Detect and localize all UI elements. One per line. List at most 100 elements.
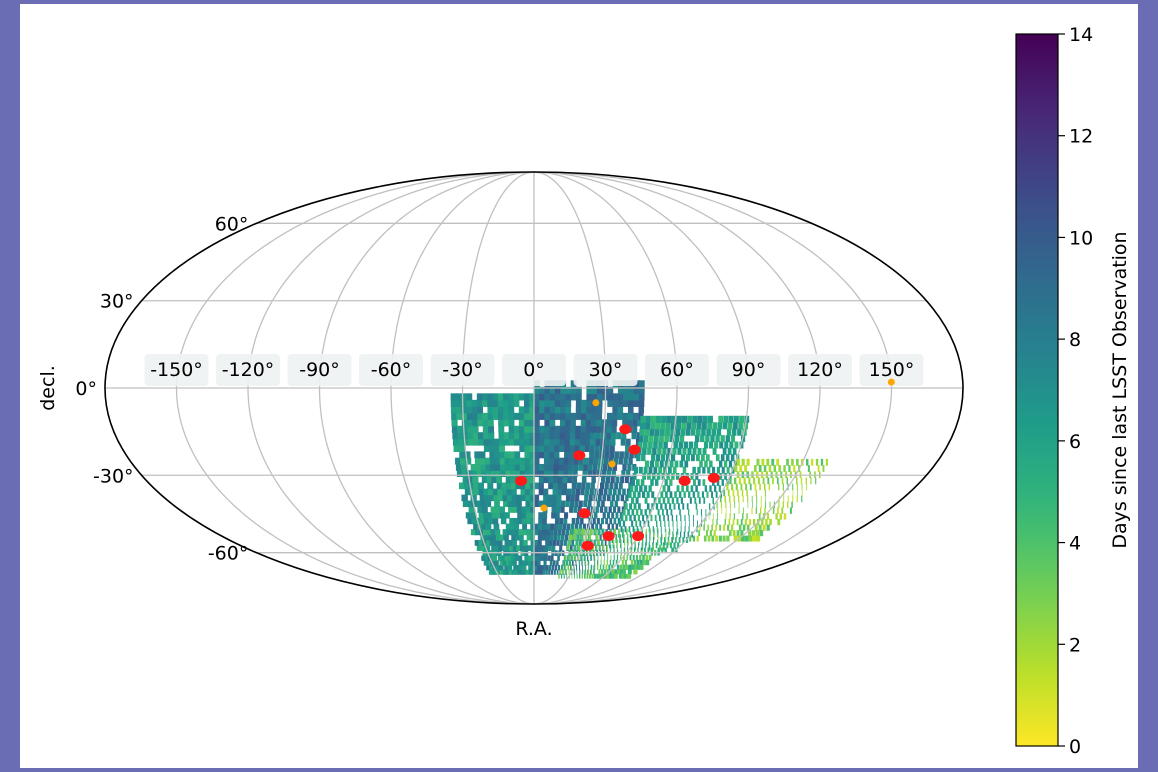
- heatmap-cell: [545, 534, 550, 541]
- heatmap-cell: [466, 393, 473, 401]
- heatmap-cell: [612, 406, 618, 414]
- heatmap-cell: [669, 528, 671, 535]
- heatmap-cell: [529, 432, 536, 440]
- heatmap-cell: [510, 476, 517, 484]
- heatmap-cell: [506, 488, 513, 496]
- heatmap-cell: [660, 531, 662, 538]
- heatmap-cell: [629, 451, 634, 459]
- heatmap-cell: [659, 544, 662, 551]
- heatmap-cell: [477, 406, 483, 414]
- ra-label-box: [645, 354, 709, 386]
- colorbar-label: Days since last LSST Observation: [1109, 231, 1131, 548]
- heatmap-cell: [582, 470, 588, 477]
- heatmap-cell: [512, 545, 518, 551]
- heatmap-cell: [668, 531, 670, 538]
- heatmap-cell: [552, 565, 555, 571]
- heatmap-cell: [586, 573, 589, 579]
- heatmap-cell: [646, 503, 650, 510]
- heatmap-cell: [550, 523, 555, 530]
- orange-points: [540, 378, 895, 512]
- heatmap-cell: [479, 457, 486, 465]
- heatmap-cell: [589, 445, 595, 452]
- heatmap-cell: [629, 485, 634, 492]
- orange-point: [887, 378, 895, 386]
- heatmap-cell: [602, 494, 607, 502]
- heatmap-cell: [488, 445, 495, 452]
- heatmap-cell: [675, 473, 680, 480]
- heatmap-cell: [810, 477, 812, 485]
- heatmap-cell: [632, 473, 637, 480]
- heatmap-cell: [703, 441, 709, 449]
- heatmap-cell: [539, 425, 545, 433]
- heatmap-cell: [772, 477, 774, 485]
- heatmap-cell: [551, 545, 556, 551]
- heatmap-cell: [610, 544, 612, 551]
- heatmap-cell: [569, 506, 574, 513]
- heatmap-cell: [652, 544, 654, 551]
- heatmap-cell: [668, 520, 670, 527]
- heatmap-cell: [732, 518, 735, 526]
- heatmap-cell: [688, 441, 694, 449]
- heatmap-cell: [666, 473, 670, 480]
- heatmap-cell: [507, 565, 513, 571]
- heatmap-cell: [610, 432, 617, 440]
- heatmap-cell: [767, 513, 770, 520]
- heatmap-cell: [564, 451, 570, 459]
- heatmap-cell: [534, 565, 538, 571]
- heatmap-cell: [609, 445, 615, 452]
- heatmap-cell: [648, 466, 653, 474]
- heatmap-cell: [664, 547, 667, 554]
- ra-tick-label: 90°: [732, 359, 766, 381]
- heatmap-cell: [559, 432, 566, 440]
- heatmap-cell: [544, 393, 551, 401]
- heatmap-cell: [590, 438, 596, 446]
- heatmap-cell: [736, 518, 739, 526]
- heatmap-cell: [559, 569, 562, 575]
- heatmap-cell: [734, 501, 736, 509]
- heatmap-cell: [739, 465, 743, 472]
- heatmap-cell: [497, 494, 504, 502]
- heatmap-cell: [574, 554, 577, 561]
- heatmap-cell: [495, 512, 502, 519]
- heatmap-cell: [682, 466, 687, 474]
- heatmap-cell: [588, 494, 593, 502]
- heatmap-cell: [711, 535, 715, 542]
- heatmap-cell: [544, 386, 551, 394]
- heatmap-cell: [652, 526, 654, 533]
- heatmap-cell: [584, 438, 591, 446]
- heatmap-cell: [518, 412, 525, 420]
- heatmap-cell: [567, 539, 572, 546]
- heatmap-cell: [471, 406, 478, 414]
- heatmap-cell: [482, 539, 489, 546]
- red-point: [707, 473, 720, 484]
- heatmap-cell: [513, 412, 520, 420]
- heatmap-cell: [756, 458, 760, 466]
- heatmap-cell: [563, 463, 569, 471]
- heatmap-cell: [492, 406, 499, 414]
- heatmap-cell: [554, 412, 561, 420]
- heatmap-cell: [801, 495, 803, 503]
- heatmap-cell: [585, 559, 587, 566]
- heatmap-cell: [476, 545, 484, 551]
- heatmap-cell: [698, 497, 701, 504]
- heatmap-cell: [568, 569, 570, 575]
- heatmap-cell: [565, 494, 571, 502]
- ra-tick-label: -90°: [299, 359, 340, 381]
- heatmap-cell: [612, 488, 617, 496]
- heatmap-cell: [548, 470, 554, 477]
- ra-tick-labels: -150° -120° -90° -60° -30° 0° 30° 60° 90° 120° 150…: [144, 354, 924, 386]
- heatmap-cell: [539, 386, 546, 394]
- heatmap-cell: [504, 451, 511, 459]
- heatmap-cell: [505, 476, 512, 484]
- heatmap-cell: [519, 565, 524, 571]
- heatmap-cell: [690, 473, 694, 480]
- heatmap-cell: [684, 526, 686, 533]
- heatmap-cell: [456, 412, 463, 420]
- heatmap-cell: [543, 565, 546, 571]
- heatmap-cell: [473, 438, 480, 446]
- heatmap-cell: [471, 517, 478, 525]
- heatmap-cell: [612, 539, 615, 546]
- heatmap-cell: [491, 512, 498, 519]
- heatmap-cell: [680, 497, 683, 504]
- heatmap-cell: [548, 545, 552, 551]
